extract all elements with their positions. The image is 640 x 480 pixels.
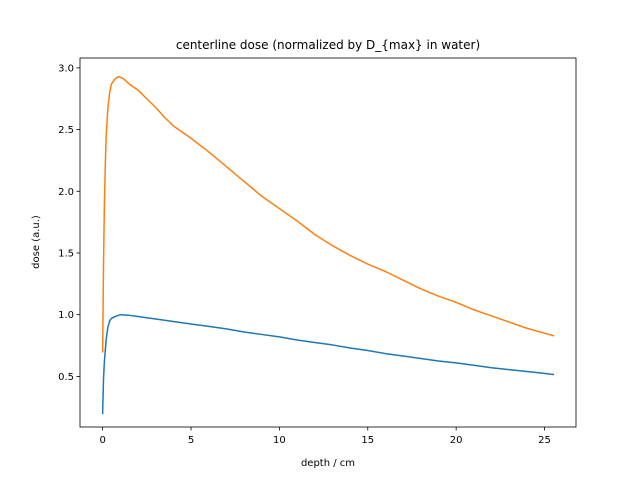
x-tick-label: 5 [188,435,194,446]
series-layer [101,75,555,415]
y-tick-label: 2.5 [58,125,74,136]
y-tick-label: 2.0 [58,187,74,198]
y-axis-ticks: 0.5 1.0 1.5 2.0 2.5 3.0 [58,63,80,383]
chart-title: centerline dose (normalized by D_{max} i… [176,38,480,52]
y-tick-label: 1.0 [58,310,74,321]
series-line-1 [101,313,555,415]
x-tick-label: 10 [273,435,286,446]
series-line-2 [101,75,555,353]
x-tick-label: 0 [99,435,105,446]
y-axis-label: dose (a.u.) [31,215,42,269]
plot-frame [79,57,577,428]
x-tick-label: 15 [361,435,374,446]
x-axis-label: depth / cm [301,458,355,469]
x-tick-label: 20 [450,435,463,446]
y-tick-label: 3.0 [58,63,74,74]
y-tick-label: 1.5 [58,248,74,259]
x-tick-label: 25 [538,435,551,446]
y-tick-label: 0.5 [58,372,74,383]
x-axis-ticks: 0 5 10 15 20 25 [99,427,551,446]
